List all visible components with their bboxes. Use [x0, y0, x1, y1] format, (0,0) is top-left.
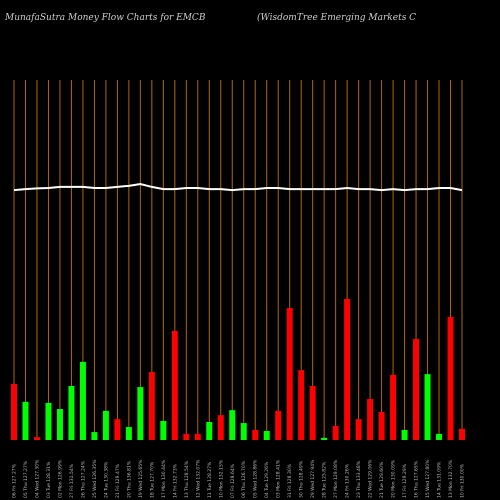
x-tick-label: 07 Fri 128.64% [230, 463, 236, 498]
bar [401, 429, 408, 440]
bar [56, 409, 63, 440]
bar [240, 423, 247, 440]
bar [459, 428, 465, 440]
bar [114, 419, 121, 440]
bar [436, 433, 443, 440]
bar [171, 330, 178, 440]
x-tick-label: 03 Mon 128.41% [276, 459, 282, 498]
bar [137, 387, 144, 440]
x-tick-label: 03 Tue 128.31% [46, 461, 52, 498]
x-tick-label: 30 Thu 128.49% [299, 460, 305, 498]
bar [413, 338, 420, 440]
x-tick-label: 12 Wed 132.07% [195, 459, 201, 498]
bar [447, 316, 454, 440]
x-tick-label: 10 Mon 132.15% [218, 459, 224, 498]
bar [321, 437, 328, 440]
bar [263, 431, 270, 440]
x-tick-label: 31 Fri 128.30% [287, 463, 293, 498]
bar [252, 429, 259, 440]
bar [344, 298, 351, 440]
bar [45, 402, 52, 440]
bar [286, 307, 293, 440]
chart-title: MunafaSutra Money Flow Charts for EMCB [4, 13, 206, 23]
x-tick-label: 27 Mon 129.08% [333, 459, 339, 498]
x-tick-label: 27 Fri 131.54% [69, 463, 75, 498]
bar [11, 383, 17, 440]
x-tick-label: 04 Tue 129.26% [264, 461, 270, 498]
bar [125, 427, 132, 440]
x-tick-label: 14 Fri 132.73% [172, 463, 178, 498]
x-tick-label: 13 Thu 128.54% [184, 460, 190, 498]
bar [79, 361, 86, 440]
x-tick-label: 29 Wed 127.94% [310, 459, 316, 498]
x-tick-label: 25 Wed 126.35% [92, 459, 98, 498]
x-tick-label: 22 Wed 129.06% [368, 459, 374, 498]
x-tick-label: 23 Thu 133.48% [356, 460, 362, 498]
bar [378, 411, 385, 440]
bar [68, 386, 75, 440]
x-tick-label: 10 Fri 130.00% [460, 463, 466, 498]
x-tick-label: 05 Thu 127.27% [23, 460, 29, 498]
bar [148, 371, 155, 440]
x-tick-label: 17 Fri 129.29% [402, 463, 408, 498]
x-tick-label: 20 Mon 130.09% [391, 459, 397, 498]
x-tick-label: 06 Fri 127.27% [12, 463, 18, 498]
price-line [13, 183, 463, 192]
bar [33, 437, 40, 440]
x-tick-label: 11 Tue 128.27% [207, 461, 213, 498]
bar [424, 374, 431, 440]
bar [229, 410, 236, 440]
x-tick-label: 04 Wed 127.30% [34, 459, 40, 498]
x-tick-label: 02 Mon 126.99% [57, 459, 63, 498]
bar [206, 422, 213, 440]
bar [102, 410, 109, 440]
x-tick-label: 28 Tue 125.82% [322, 461, 328, 498]
x-tick-label: 13 Mon 132.70% [448, 459, 454, 498]
bar [217, 415, 224, 440]
bar [355, 419, 362, 440]
x-tick-label: 21 Fri 129.47% [115, 463, 121, 498]
bar [367, 398, 374, 440]
x-tick-label: 16 Thu 127.65% [414, 460, 420, 498]
chart-subtitle: (WisdomTree Emerging Markets C [257, 12, 416, 23]
bar [298, 370, 305, 440]
x-tick-label: 18 Tue 127.70% [149, 461, 155, 498]
x-tick-label: 19 Wed 125.65% [138, 459, 144, 498]
x-tick-label: 26 Thu 127.24% [80, 460, 86, 498]
bar [309, 386, 316, 440]
bar [183, 433, 190, 440]
x-tick-label: 21 Tue 129.60% [379, 461, 385, 498]
x-tick-label: 06 Thu 126.70% [241, 460, 247, 498]
bar [91, 432, 98, 440]
x-tick-label: 17 Mon 130.44% [161, 459, 167, 498]
x-tick-label: 14 Tue 131.09% [437, 461, 443, 498]
x-tick-label: 20 Thu 136.81% [126, 460, 132, 498]
bar [22, 401, 29, 440]
x-tick-label: 15 Wed 127.80% [425, 459, 431, 498]
bar [332, 425, 339, 440]
bar [160, 420, 167, 440]
bar [275, 410, 282, 440]
bar [390, 374, 397, 440]
x-tick-label: 05 Wed 128.86% [253, 459, 259, 498]
x-tick-label: 24 Fri 130.26% [345, 463, 351, 498]
bar [194, 433, 201, 440]
x-tick-label: 24 Tue 130.38% [103, 461, 109, 498]
